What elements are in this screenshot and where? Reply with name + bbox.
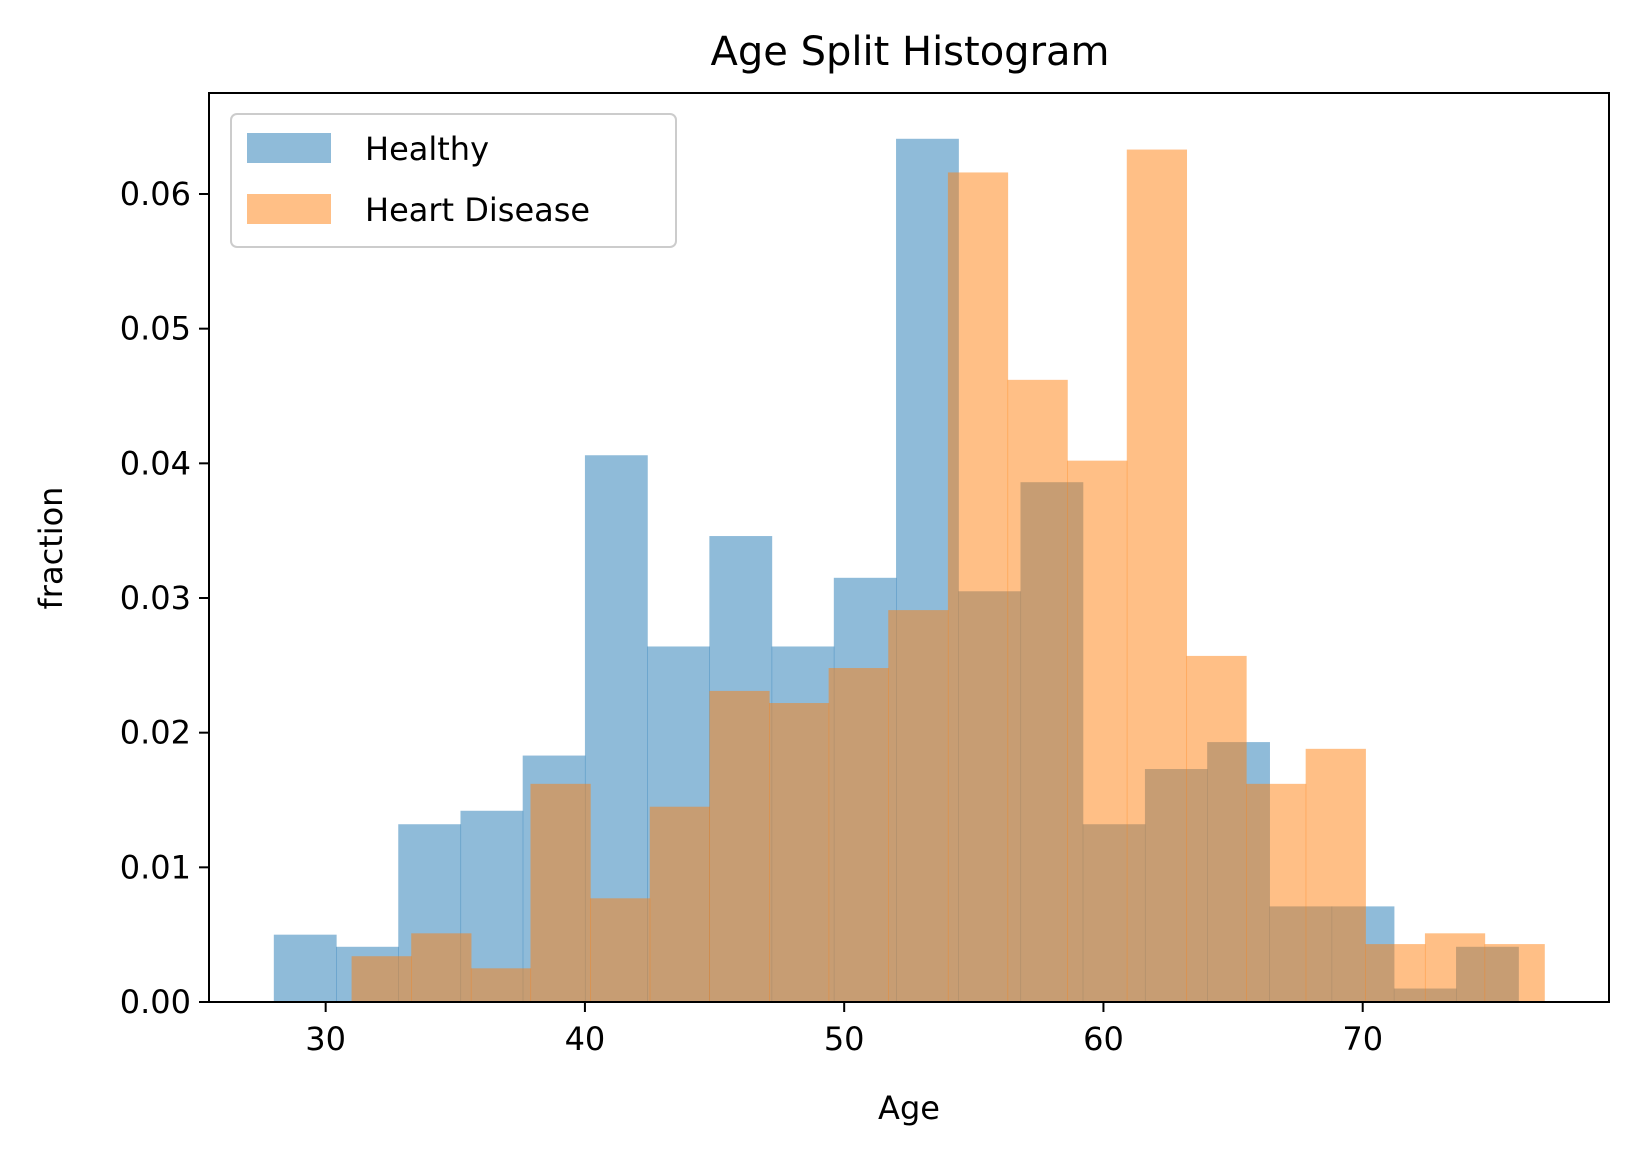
bar (1305, 748, 1366, 1002)
y-tick-label: 0.03 (120, 579, 191, 617)
bar (590, 898, 651, 1002)
bar (1186, 655, 1247, 1002)
bar (1067, 460, 1128, 1002)
bar (1246, 783, 1307, 1002)
chart-title: Age Split Histogram (711, 29, 1110, 75)
legend-label: Healthy (365, 130, 489, 168)
x-tick-label: 60 (1083, 1020, 1124, 1058)
bar (1126, 149, 1188, 1002)
legend-label: Heart Disease (365, 191, 590, 229)
legend-box (230, 113, 677, 248)
x-tick-label: 50 (824, 1020, 865, 1058)
bar (411, 933, 472, 1002)
y-tick-label: 0.01 (120, 848, 191, 886)
legend: Healthy Heart Disease (230, 113, 677, 248)
bar (1365, 944, 1426, 1002)
bar (888, 610, 949, 1002)
bar (769, 703, 830, 1002)
y-axis-ticks: 0.00 0.01 0.02 0.03 0.04 0.05 0.06 (120, 175, 209, 1021)
bar (273, 934, 337, 1002)
bars-layer (273, 138, 1545, 1003)
bar (649, 806, 710, 1002)
bar (1007, 379, 1068, 1003)
bar (470, 968, 532, 1002)
legend-swatch (247, 194, 331, 224)
bar (709, 690, 770, 1002)
plot-frame (208, 92, 1610, 1003)
x-tick-label: 40 (565, 1020, 606, 1058)
legend-swatch (247, 133, 331, 163)
x-axis-ticks: 30 40 50 60 70 (305, 1002, 1383, 1058)
series-1 (351, 149, 1545, 1003)
bar (530, 783, 591, 1002)
bar (947, 172, 1009, 1002)
y-axis-label: fraction (32, 487, 70, 610)
x-tick-label: 70 (1342, 1020, 1383, 1058)
x-tick-label: 30 (305, 1020, 346, 1058)
bar (1484, 944, 1545, 1002)
y-tick-label: 0.06 (120, 175, 191, 213)
bar (1424, 933, 1486, 1002)
y-tick-label: 0.05 (120, 310, 191, 348)
y-tick-label: 0.00 (120, 983, 191, 1021)
y-tick-label: 0.02 (120, 714, 191, 752)
bar (828, 668, 889, 1002)
y-tick-label: 0.04 (120, 444, 191, 482)
bar (351, 956, 412, 1002)
x-axis-label: Age (878, 1089, 940, 1127)
